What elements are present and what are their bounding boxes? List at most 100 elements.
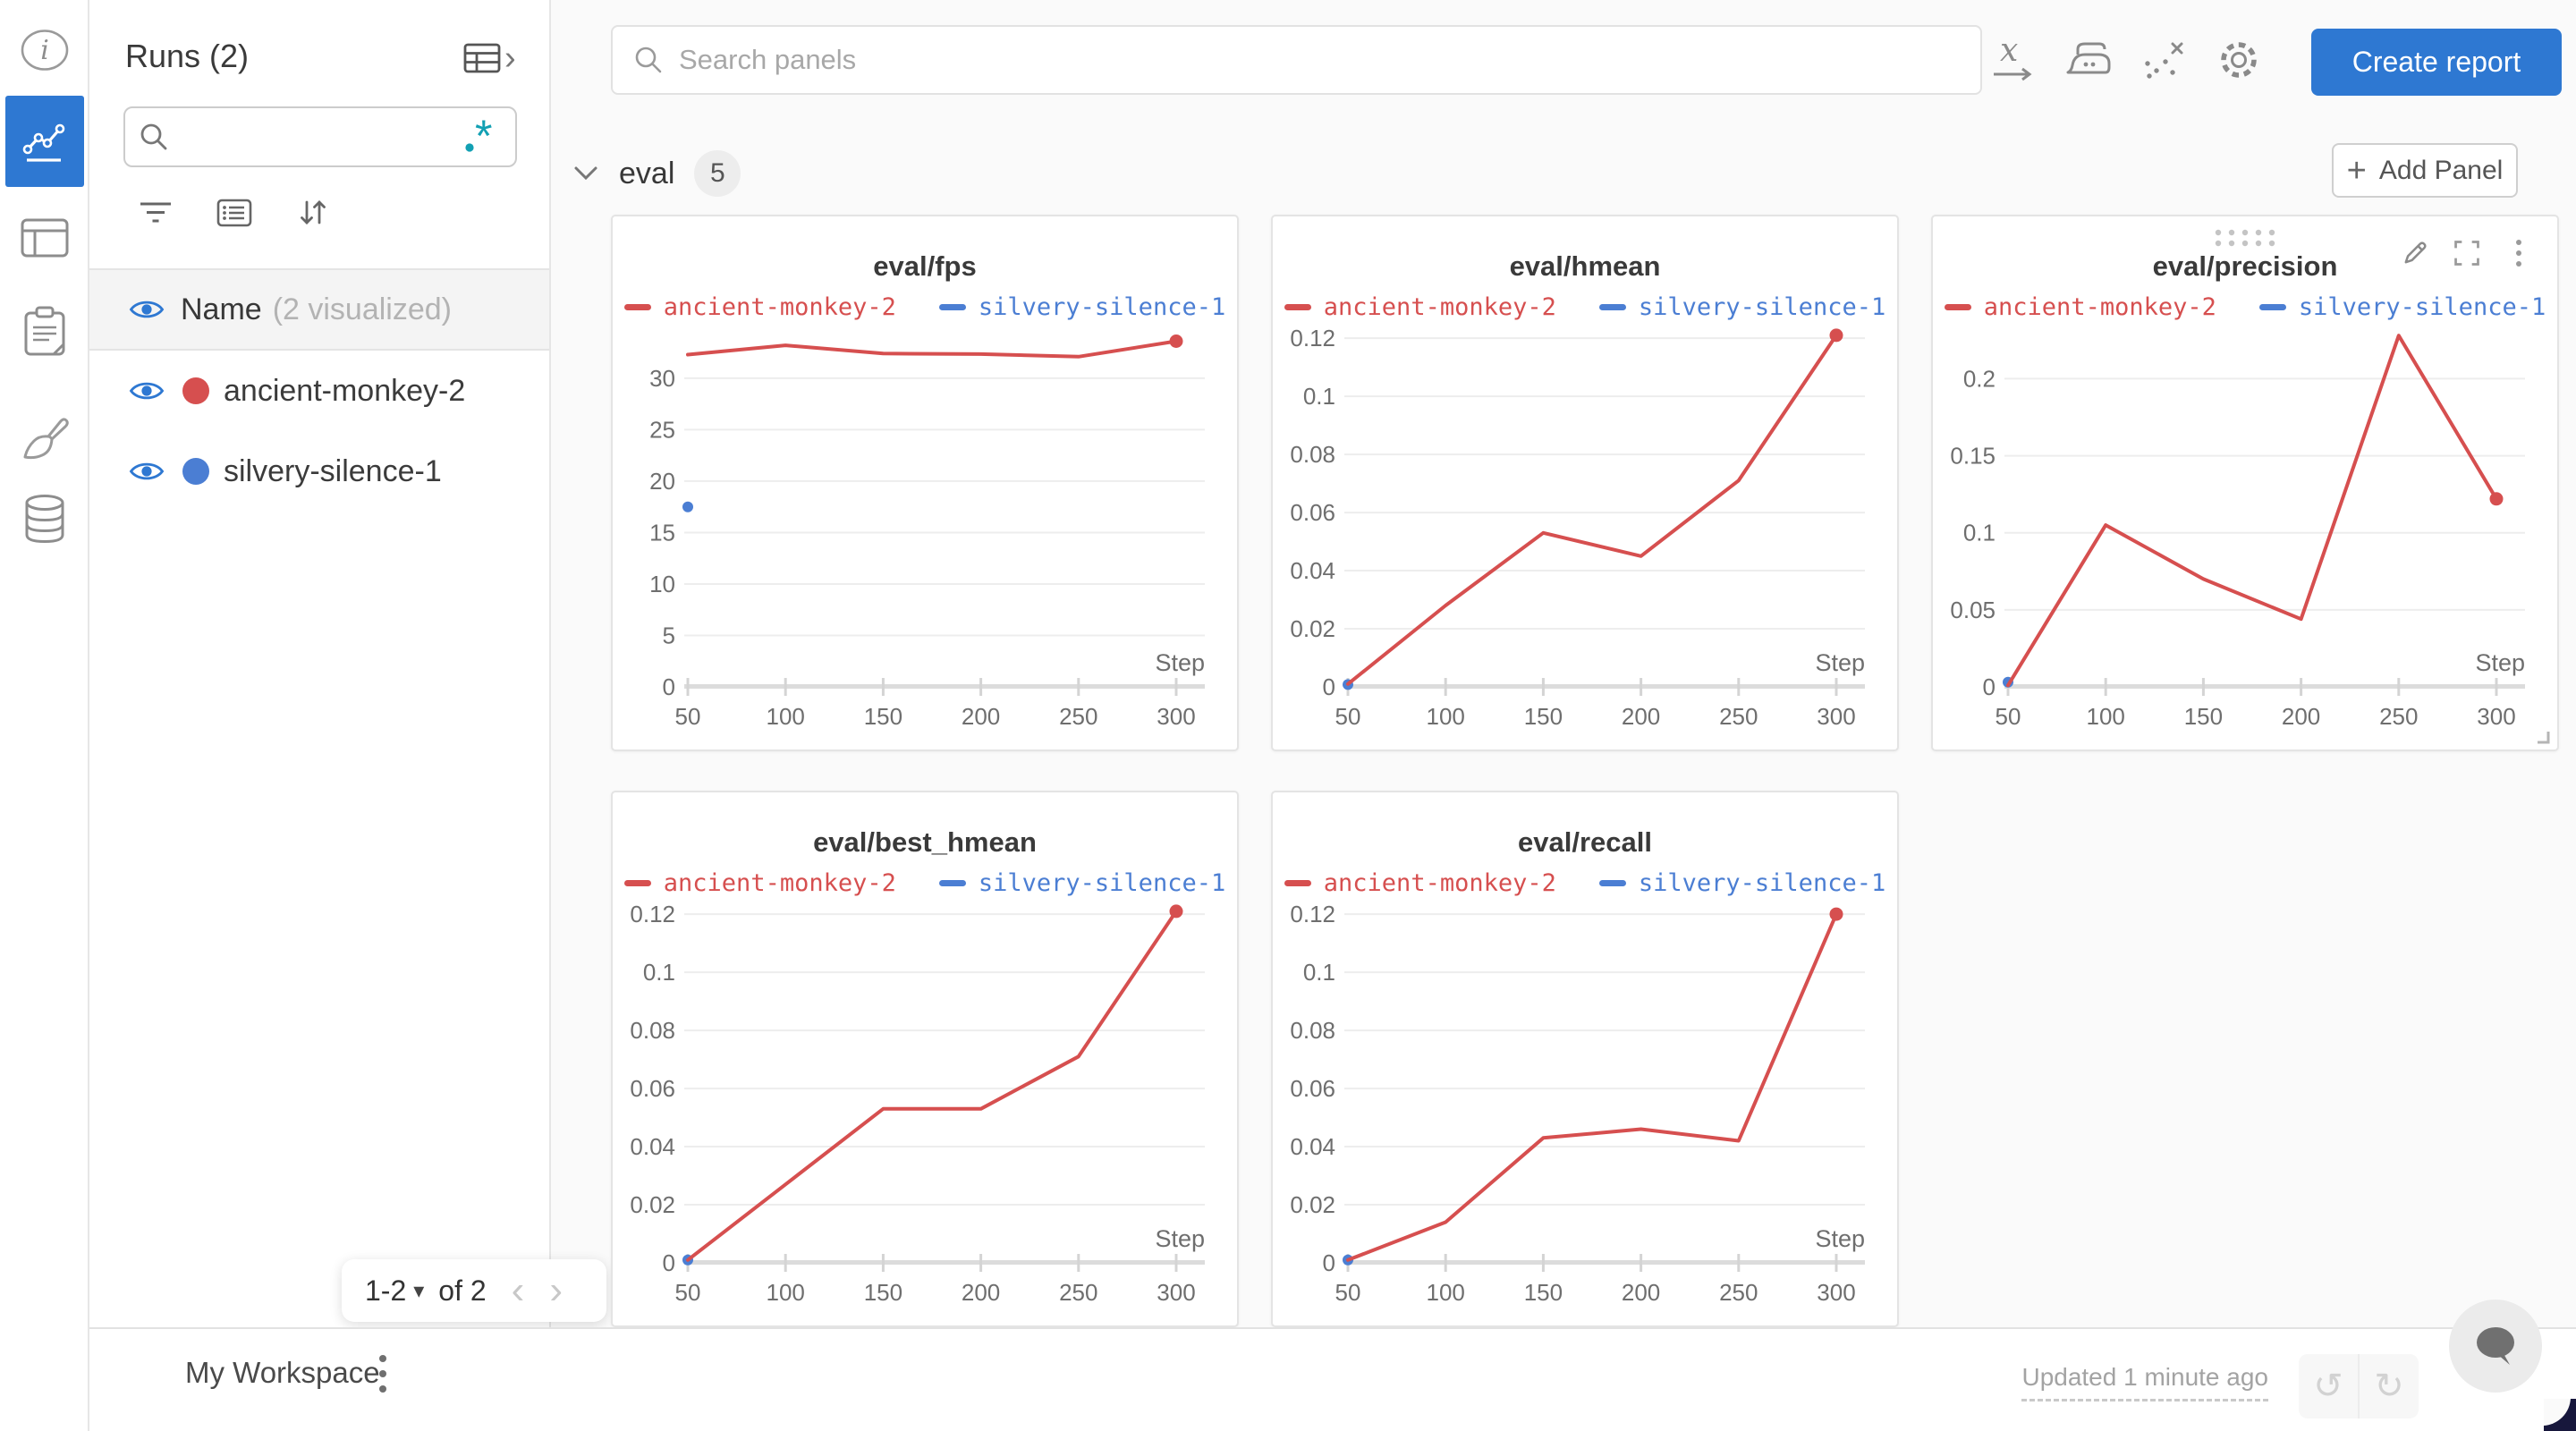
y-tick-label: 0.08 [1290,1017,1335,1044]
sort-icon[interactable] [293,193,333,233]
x-axis-icon[interactable]: x [1987,34,2039,86]
series-endpoint-dot[interactable] [1169,334,1183,348]
eye-icon[interactable] [129,297,165,322]
updated-timestamp[interactable]: Updated 1 minute ago [2021,1363,2268,1401]
panels-search-input[interactable] [679,44,1961,76]
corner-widget [2544,1399,2576,1431]
runs-search-input[interactable] [181,122,462,152]
regex-toggle-icon[interactable]: * [462,115,503,158]
section-title[interactable]: eval [619,156,675,191]
legend-item[interactable]: silvery-silence-1 [1598,293,1885,321]
rail-item-sweeps[interactable] [0,395,89,481]
rail-item-workspace-charts[interactable] [5,96,84,187]
edit-panel-pencil-icon[interactable] [2398,236,2432,270]
settings-gear-icon[interactable] [2213,34,2265,86]
add-panel-label: Add Panel [2378,155,2504,185]
smoothing-iron-icon[interactable] [2063,34,2114,86]
x-tick-label: 50 [1996,703,2021,730]
help-chat-button[interactable] [2449,1300,2542,1393]
series-line[interactable] [1346,912,1838,1262]
y-tick-label: 0.1 [643,959,675,986]
run-row[interactable]: ancient-monkey-2 [89,351,549,431]
section-collapse-chevron-icon[interactable] [572,165,599,182]
legend-item[interactable]: silvery-silence-1 [938,293,1225,321]
panel-menu-kebab-icon[interactable] [2502,236,2536,270]
chevron-down-icon[interactable]: ▾ [413,1278,425,1303]
filter-icon[interactable] [136,193,175,233]
y-tick-label: 20 [649,468,675,495]
add-panel-button[interactable]: + Add Panel [2332,143,2518,198]
legend-run-name: silvery-silence-1 [978,869,1226,897]
series-endpoint-dot[interactable] [1169,904,1183,919]
eye-icon[interactable] [129,378,165,403]
runs-list: ancient-monkey-2 silvery-silence-1 [89,351,549,512]
chart-panel[interactable]: eval/hmean ancient-monkey-2 silvery-silenc… [1271,215,1899,751]
redo-icon[interactable]: ↻ [2374,1367,2404,1406]
legend-item[interactable]: ancient-monkey-2 [1284,293,1556,321]
legend-item[interactable]: silvery-silence-1 [938,869,1226,897]
page-range-dropdown[interactable]: 1-2 [365,1274,407,1307]
x-tick-label: 100 [2087,703,2125,730]
eye-icon[interactable] [129,459,165,484]
chart-plot[interactable]: 0 0.02 0.04 0.06 0.08 0.1 0.12 50 100 150 200 250 30… [625,900,1228,1320]
chart-title: eval/best_hmean [813,826,1037,858]
series-line[interactable] [2006,334,2498,688]
series-line[interactable] [686,909,1178,1262]
next-page-button[interactable]: › [549,1268,563,1312]
chart-plot[interactable]: 0 0.02 0.04 0.06 0.08 0.1 0.12 50 100 150 200 250 30… [1285,900,1888,1320]
info-icon: i [20,29,70,72]
run-name[interactable]: silvery-silence-1 [224,453,442,488]
x-axis-line [684,684,1205,689]
outliers-icon[interactable] [2138,34,2190,86]
legend-item[interactable]: ancient-monkey-2 [623,293,896,321]
x-tick-label: 300 [2477,703,2515,730]
series-point-dot[interactable] [682,501,693,512]
section-header-eval: eval 5 [572,150,741,197]
series-endpoint-dot[interactable] [1829,328,1843,343]
runs-name-header[interactable]: Name (2 visualized) [89,268,549,351]
legend-item[interactable]: ancient-monkey-2 [1944,293,2216,321]
prev-page-button[interactable]: ‹ [511,1268,525,1312]
svg-text:x: x [2000,34,2018,69]
y-tick-label: 0.02 [1290,1191,1335,1218]
workspace-menu-kebab-icon[interactable] [367,1349,399,1399]
chart-plot[interactable]: 0 0.05 0.1 0.15 0.2 50 100 150 200 250 300 Step [1945,324,2548,744]
run-name[interactable]: ancient-monkey-2 [224,373,466,408]
x-tick-label: 50 [675,703,701,730]
legend-run-name: ancient-monkey-2 [1983,293,2216,321]
workspace-title[interactable]: My Workspace [185,1356,380,1389]
series-endpoint-dot[interactable] [2489,492,2504,506]
series-line[interactable] [686,339,1178,359]
chart-panel[interactable]: eval/best_hmean ancient-monkey-2 silvery-s… [611,791,1239,1327]
rail-item-logs[interactable] [0,289,89,375]
legend-item[interactable]: ancient-monkey-2 [623,869,896,897]
chart-legend: ancient-monkey-2 silvery-silence-1 [613,869,1237,897]
series-endpoint-dot[interactable] [1829,907,1843,921]
run-row[interactable]: silvery-silence-1 [89,431,549,512]
rail-item-artifacts[interactable] [0,477,89,563]
rail-item-info[interactable]: i [0,7,89,93]
undo-icon[interactable]: ↺ [2299,1354,2360,1418]
list-icon[interactable] [215,193,254,233]
x-tick-label: 300 [1157,1279,1195,1306]
chart-panel[interactable]: eval/fps ancient-monkey-2 silvery-silence-… [611,215,1239,751]
panel-drag-handle-icon[interactable] [2211,225,2279,250]
y-tick-label: 0.2 [1963,365,1996,392]
panel-resize-handle[interactable] [2529,723,2552,746]
legend-item[interactable]: ancient-monkey-2 [1284,869,1556,897]
legend-item[interactable]: silvery-silence-1 [2258,293,2546,321]
fullscreen-icon[interactable] [2450,236,2484,270]
chart-panel[interactable]: eval/precision ancient-monkey-2 silvery-si… [1931,215,2559,751]
chart-panel[interactable]: eval/recall ancient-monkey-2 silvery-silen… [1271,791,1899,1327]
create-report-button[interactable]: Create report [2311,29,2562,96]
chart-plot[interactable]: 0 5 10 15 20 25 30 50 100 150 200 250 300 Step [625,324,1228,744]
chart-plot[interactable]: 0 0.02 0.04 0.06 0.08 0.1 0.12 50 100 150 200 250 30… [1285,324,1888,744]
rail-item-table[interactable] [0,195,89,281]
search-icon [632,44,665,76]
legend-run-name: ancient-monkey-2 [663,293,896,321]
open-runs-table-button[interactable]: › [463,41,516,75]
chart-title: eval/fps [873,250,977,282]
series-line[interactable] [1346,333,1838,686]
legend-item[interactable]: silvery-silence-1 [1598,869,1885,897]
